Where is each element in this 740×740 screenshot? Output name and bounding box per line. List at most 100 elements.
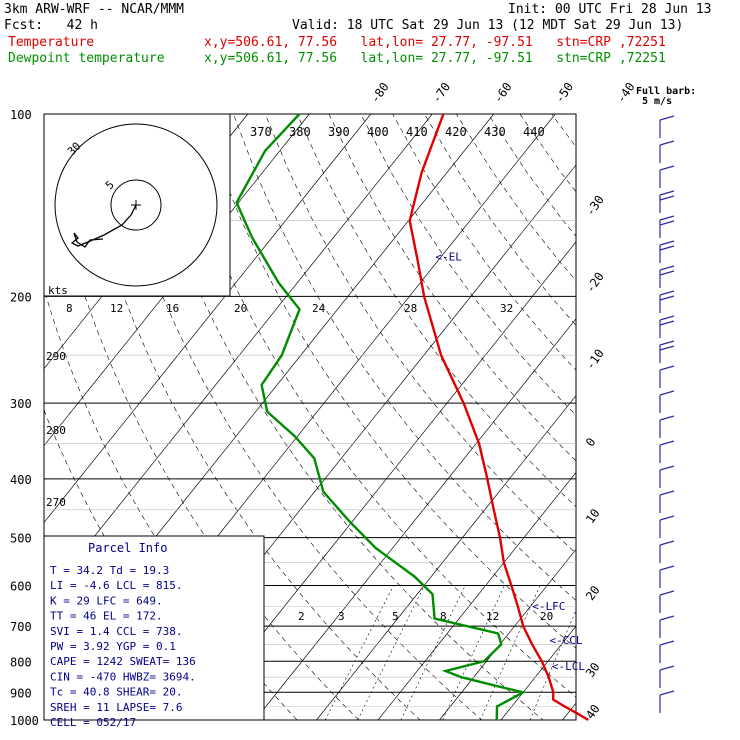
wind-barb-flag: [659, 290, 675, 296]
parcel-info-line: CAPE = 1242 SWEAT= 136: [50, 655, 196, 668]
isotherm-label: -10: [583, 347, 607, 373]
pressure-tick-label: 400: [10, 473, 32, 487]
wind-barb-flag: [659, 340, 675, 346]
dry-adiabat-line: [392, 114, 576, 371]
parcel-info-line: K = 29 LFC = 649.: [50, 594, 163, 607]
parcel-info-line: TT = 46 EL = 172.: [50, 610, 163, 623]
mixing-ratio-line: [442, 585, 505, 720]
barb-legend-value: 5 m/s: [642, 96, 672, 107]
temperature-legend-info: x,y=506.61, 77.56 lat,lon= 27.77, -97.51…: [204, 35, 666, 50]
isotherm-line: [44, 114, 433, 600]
parcel-info-line: CIN = -470 HWBZ= 3694.: [50, 670, 196, 683]
valid-time: Valid: 18 UTC Sat 29 Jun 13 (12 MDT Sat …: [292, 18, 684, 33]
wind-barb-flag: [659, 240, 675, 246]
wind-barb-flag: [659, 390, 675, 396]
parcel-level-marker: <-EL: [435, 251, 462, 264]
wind-barb-flag: [659, 245, 675, 251]
dry-adiabat-line: [44, 287, 298, 720]
barb-legend-title: Full barb:: [636, 86, 696, 97]
theta-e-label: 400: [367, 125, 389, 139]
isotherm-label: 40: [583, 702, 603, 722]
isotherm-line: [624, 114, 740, 720]
theta-e-label: 410: [406, 125, 428, 139]
wind-barb-flag: [659, 565, 675, 571]
wind-barb-flag: [659, 690, 675, 696]
wind-barb-flag: [659, 265, 675, 271]
parcel-level-marker: <-LFC: [532, 600, 565, 613]
hodograph-speed-label: 12: [110, 302, 123, 315]
dry-adiabat-line: [647, 114, 740, 733]
isotherm-label: -20: [583, 270, 607, 296]
theta-e-label: 440: [523, 125, 545, 139]
mixing-ratio-line: [357, 585, 425, 720]
isotherm-line: [193, 241, 576, 720]
wind-barb-flag: [659, 440, 675, 446]
parcel-info-line: LI = -4.6 LCL = 815.: [50, 579, 182, 592]
pressure-tick-label: 600: [10, 580, 32, 594]
isotherm-label: -60: [491, 80, 515, 106]
temperature-legend-label: Temperature: [8, 35, 95, 50]
isotherm-line: [0, 114, 2, 720]
hodograph-units: kts: [48, 284, 68, 297]
mixing-ratio-line: [324, 585, 394, 720]
hodograph-speed-label: 24: [312, 302, 326, 315]
dry-adiabat-line: [73, 114, 421, 720]
wind-barb-flag: [659, 665, 675, 671]
init-time: Init: 00 UTC Fri 28 Jun 13: [508, 2, 712, 17]
mixing-ratio-label: 12: [486, 610, 499, 623]
parcel-level-marker: <-CCL: [549, 634, 582, 647]
wind-barb-flag: [659, 195, 675, 201]
hodograph-speed-label: 16: [166, 302, 179, 315]
wind-barb-flag: [659, 540, 675, 546]
pressure-tick-label: 100: [10, 108, 32, 122]
mixing-ratio-line: [400, 585, 466, 720]
wind-barb-flag: [659, 345, 675, 351]
wind-barb-flag: [659, 140, 675, 146]
dry-adiabat-line: [360, 114, 576, 416]
isotherm-line: [44, 114, 372, 524]
mixing-ratio-line: [529, 609, 576, 720]
isotherm-label: -30: [583, 193, 607, 219]
isotherm-label: -80: [368, 80, 392, 106]
isotherm-label: 0: [583, 435, 599, 449]
wind-barb-flag: [659, 590, 675, 596]
parcel-info-line: SVI = 1.4 CCL = 738.: [50, 625, 182, 638]
dewpoint-legend-label: Dewpoint temperature: [8, 51, 165, 66]
wind-barb-flag: [659, 415, 675, 421]
dewpoint-legend-info: x,y=506.61, 77.56 lat,lon= 27.77, -97.51…: [204, 51, 666, 66]
wind-barb-flag: [659, 220, 675, 226]
dry-adiabat-line: [264, 114, 576, 554]
parcel-info-line: SREH = 11 LAPSE= 7.6: [50, 701, 182, 714]
hodograph-inner-ring: [110, 179, 162, 231]
parcel-info-line: PW = 3.92 YGP = 0.1: [50, 640, 176, 653]
dry-adiabat-line: [201, 114, 576, 649]
mixing-ratio-label: 3: [338, 610, 345, 623]
hodograph-outer-ring: [54, 123, 218, 287]
wind-barb-flag: [659, 320, 675, 326]
isotherm-label: -40: [614, 80, 638, 106]
wind-barb-flag: [659, 165, 675, 171]
isotherm-label: 30: [583, 660, 603, 680]
wind-barb-flag: [659, 515, 675, 521]
dry-adiabat-line: [328, 114, 576, 462]
mixing-ratio-label: 8: [440, 610, 447, 623]
theta-label: 280: [46, 424, 66, 437]
pressure-tick-label: 700: [10, 620, 32, 634]
dry-adiabat-line: [105, 114, 483, 720]
theta-e-label: 370: [250, 125, 272, 139]
forecast-hour: Fcst: 42 h: [4, 18, 98, 33]
wind-barb-flag: [659, 215, 675, 221]
isotherm-label: -50: [552, 80, 576, 106]
dry-adiabat-line: [615, 114, 740, 733]
temperature-profile-line: [408, 113, 589, 722]
mixing-ratio-label: 5: [392, 610, 399, 623]
wind-barb-flag: [659, 315, 675, 321]
hodograph-speed-label: 28: [404, 302, 417, 315]
dry-adiabat-line: [487, 114, 576, 237]
parcel-info-line: T = 34.2 Td = 19.3: [50, 564, 169, 577]
wind-barb-column: [659, 115, 675, 713]
theta-e-label: 390: [328, 125, 350, 139]
parcel-info-frame: [43, 535, 265, 721]
pressure-tick-label: 200: [10, 290, 32, 304]
